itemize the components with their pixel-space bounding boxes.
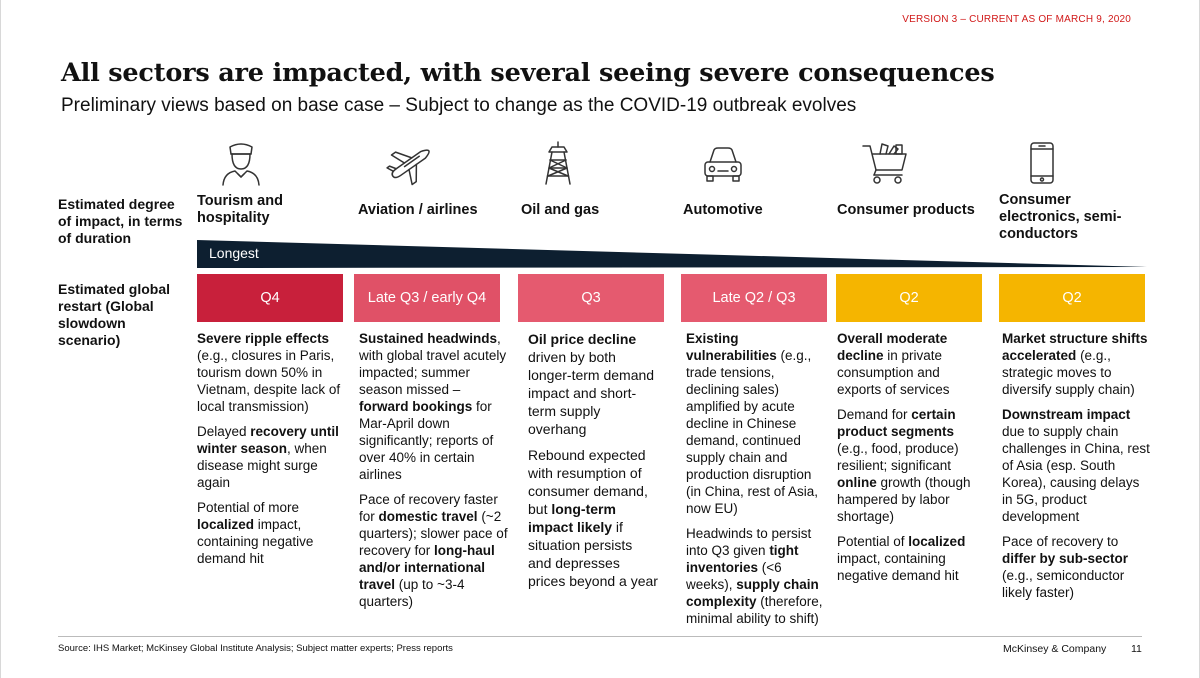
page-number: 11 [1131,643,1142,655]
body-text: impact, containing negative demand hit [837,551,959,583]
restart-row-label: Estimated global restart (Global slowdow… [58,281,171,348]
emphasis-text: tight inventories [686,543,799,575]
body-text: (~2 quarters); slower pace of recovery f… [359,509,508,558]
description-paragraph: Pace of recovery faster for domestic tra… [359,491,511,610]
emphasis-text: online [837,475,877,490]
description-paragraph: Potential of localized impact, containin… [837,533,987,584]
body-text: (up to ~3-4 quarters) [359,577,465,609]
smartphone-icon [1016,140,1068,186]
body-text: driven by both longer-term demand impact… [528,349,655,437]
description-paragraph: Pace of recovery to differ by sub-sector… [1002,533,1152,601]
description-paragraph: Demand for certain product segments (e.g… [837,406,987,525]
body-text: due to supply chain challenges in China,… [1002,424,1150,524]
restart-badge-aviation: Late Q3 / early Q4 [354,274,500,322]
description-paragraph: Delayed recovery until winter season, wh… [197,423,347,491]
description-paragraph: Potential of more localized impact, cont… [197,499,347,567]
emphasis-text: long-haul and/or international travel [359,543,495,592]
emphasis-text: certain product segments [837,407,956,439]
footer-divider [58,636,1142,637]
car-icon [697,140,749,186]
sector-name-electronics: Consumer electronics, semi-conductors [999,192,1122,242]
emphasis-text: Overall moderate decline [837,331,948,363]
body-text: (e.g., closures in Paris, tourism down 5… [197,348,341,414]
body-text: if situation persists and depresses pric… [528,519,658,589]
sector-name-tourism: Tourism and hospitality [197,193,283,226]
body-text: (<6 weeks), [686,560,782,592]
body-text: Demand for [837,407,912,422]
body-text: Rebound expected with resumption of cons… [528,447,648,517]
description-paragraph: Overall moderate decline in private cons… [837,330,987,398]
description-automotive: Existing vulnerabilities (e.g., trade te… [686,330,826,635]
emphasis-text: Downstream impact [1002,407,1131,422]
body-text: Delayed [197,424,251,439]
body-text: Pace of recovery to [1002,534,1119,549]
body-text: (e.g., strategic moves to diversify supp… [1002,348,1135,397]
description-paragraph: Existing vulnerabilities (e.g., trade te… [686,330,826,517]
description-paragraph: Severe ripple effects (e.g., closures in… [197,330,347,415]
description-aviation: Sustained headwinds, with global travel … [359,330,511,618]
oil-rig-icon [532,140,584,186]
airplane-icon [384,140,436,186]
sector-name-aviation: Aviation / airlines [358,202,478,218]
restart-badge-oil-gas: Q3 [518,274,664,322]
body-text: (e.g., food, produce) resilient; signifi… [837,441,959,473]
body-text: for Mar-April down significantly; report… [359,399,494,482]
body-text: in private consumption and exports of se… [837,348,950,397]
sector-name-oil-gas: Oil and gas [521,202,600,218]
duration-wedge [197,240,1147,268]
body-text: (e.g., semiconductor likely faster) [1002,568,1125,600]
body-text: (e.g., trade tensions, declining sales) … [686,348,819,516]
slide-subtitle: Preliminary views based on base case – S… [61,95,857,116]
body-text: impact, containing negative demand hit [197,517,314,566]
slide-title: All sectors are impacted, with several s… [61,58,995,88]
duration-label: Longest [209,245,259,261]
emphasis-text: localized [908,534,966,549]
emphasis-text: Severe ripple effects [197,331,330,346]
restart-badge-tourism: Q4 [197,274,343,322]
body-text: , with global travel acutely impacted; s… [359,331,507,397]
description-electronics: Market structure shifts accelerated (e.g… [1002,330,1152,609]
restart-badge-automotive: Late Q2 / Q3 [681,274,827,322]
body-text: growth (though hampered by labor shortag… [837,475,971,524]
description-consumer-products: Overall moderate decline in private cons… [837,330,987,592]
emphasis-text: supply chain complexity [686,577,819,609]
restart-badge-electronics: Q2 [999,274,1145,322]
sector-name-automotive: Automotive [683,202,763,218]
emphasis-text: Sustained headwinds [359,331,498,346]
emphasis-text: forward bookings [359,399,473,414]
description-paragraph: Oil price decline driven by both longer-… [528,330,658,438]
emphasis-text: recovery until winter season [197,424,339,456]
body-text: Potential of more [197,500,300,515]
description-tourism: Severe ripple effects (e.g., closures in… [197,330,347,575]
hotel-staff-icon [215,140,267,186]
emphasis-text: Market structure shifts accelerated [1002,331,1148,363]
emphasis-text: Oil price decline [528,331,637,347]
description-paragraph: Sustained headwinds, with global travel … [359,330,511,483]
description-paragraph: Downstream impact due to supply chain ch… [1002,406,1152,525]
emphasis-text: domestic travel [378,509,478,524]
body-text: Potential of [837,534,909,549]
brand-name: McKinsey & Company [1003,643,1107,655]
emphasis-text: Existing vulnerabilities [686,331,777,363]
emphasis-text: localized [197,517,255,532]
body-text: (therefore, minimal ability to shift) [686,594,823,626]
impact-row-label: Estimated degree of impact, in terms of … [58,196,183,246]
sector-name-consumer-products: Consumer products [837,202,975,218]
restart-badge-consumer-products: Q2 [836,274,982,322]
description-oil-gas: Oil price decline driven by both longer-… [528,330,658,598]
body-text: Headwinds to persist into Q3 given [686,526,812,558]
shopping-cart-icon [860,140,912,186]
source-note: Source: IHS Market; McKinsey Global Inst… [58,643,453,654]
body-text: , when disease might surge again [197,441,327,490]
description-paragraph: Market structure shifts accelerated (e.g… [1002,330,1152,398]
description-paragraph: Rebound expected with resumption of cons… [528,446,658,590]
description-paragraph: Headwinds to persist into Q3 given tight… [686,525,826,627]
version-note: VERSION 3 – CURRENT AS OF MARCH 9, 2020 [902,14,1131,25]
emphasis-text: differ by sub-sector [1002,551,1129,566]
emphasis-text: long-term impact likely [528,501,616,535]
body-text: Pace of recovery faster for [359,492,498,524]
